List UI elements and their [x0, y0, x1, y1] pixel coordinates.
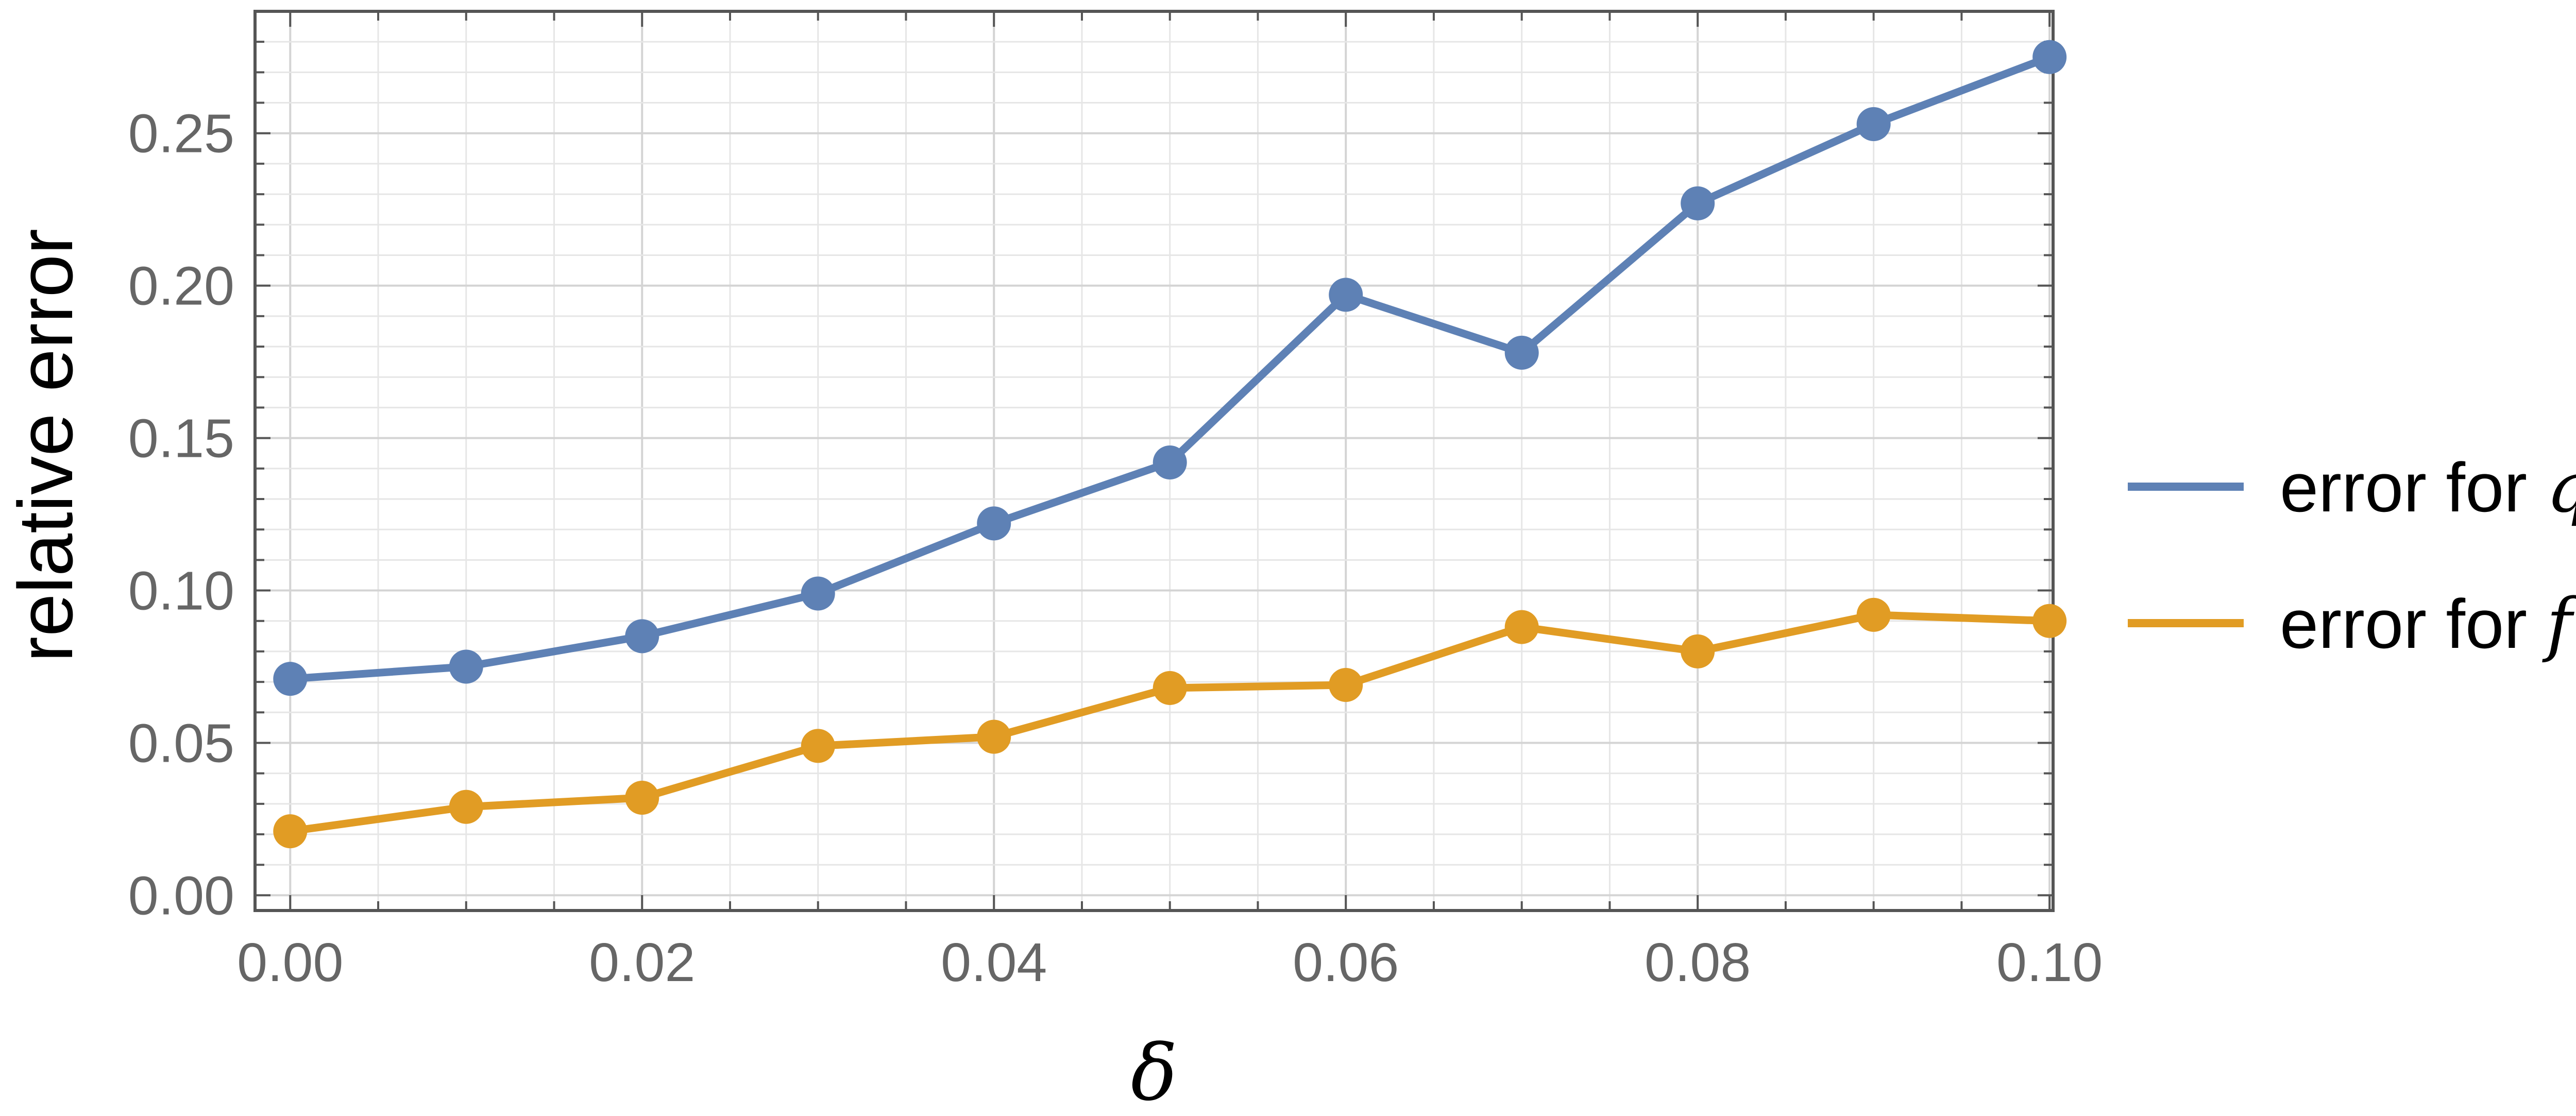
data-point-f	[977, 719, 1011, 754]
y-tick-label: 0.20	[128, 256, 234, 317]
x-tick-label: 0.06	[1293, 932, 1399, 993]
data-point-f	[1681, 634, 1715, 668]
series	[273, 40, 2067, 849]
data-point-q	[1856, 107, 1891, 141]
data-point-q	[1681, 186, 1715, 220]
data-point-f	[1504, 610, 1539, 644]
x-tick-label: 0.08	[1645, 932, 1751, 993]
series-q	[273, 40, 2067, 696]
data-point-f	[625, 781, 659, 815]
grid	[255, 11, 2053, 911]
legend: error for q error for f	[2128, 447, 2576, 664]
data-point-q	[977, 506, 1011, 541]
legend-label-q-symbol: q	[2547, 447, 2576, 528]
legend-label-q: error for q	[2280, 447, 2576, 528]
data-point-q	[449, 649, 483, 684]
y-axis-title: relative error	[2, 229, 89, 662]
data-point-f	[1329, 668, 1363, 702]
data-point-f	[2032, 604, 2067, 638]
x-tick-label: 0.00	[237, 932, 343, 993]
data-point-f	[273, 814, 308, 849]
data-point-f	[1153, 671, 1187, 705]
legend-label-f: error for f	[2280, 583, 2576, 664]
data-point-f	[1856, 597, 1891, 632]
data-point-f	[801, 729, 835, 763]
x-axis-title: δ	[1131, 1028, 1177, 1116]
y-tick-label: 0.25	[128, 104, 234, 164]
legend-item-f: error for f	[2128, 583, 2576, 664]
data-point-q	[1153, 445, 1187, 479]
data-point-q	[1504, 335, 1539, 370]
series-f	[273, 597, 2067, 849]
y-tick-label: 0.00	[128, 865, 234, 926]
y-tick-label: 0.10	[128, 561, 234, 622]
y-tick-label: 0.05	[128, 713, 234, 774]
data-point-q	[273, 662, 308, 696]
legend-label-q-prefix: error for	[2280, 449, 2547, 526]
data-point-q	[801, 576, 835, 611]
y-tick-labels: 0.00 0.05 0.10 0.15 0.20 0.25	[128, 104, 234, 926]
data-point-q	[625, 619, 659, 654]
plot-frame	[253, 10, 2055, 912]
data-point-f	[449, 789, 483, 824]
legend-item-q: error for q	[2128, 447, 2576, 528]
legend-label-f-symbol: f	[2542, 583, 2576, 664]
x-tick-labels: 0.00 0.02 0.04 0.06 0.08 0.10	[237, 932, 2103, 993]
x-tick-label: 0.10	[1996, 932, 2103, 993]
data-point-q	[1329, 278, 1363, 312]
data-point-q	[2032, 40, 2067, 74]
legend-label-f-prefix: error for	[2280, 585, 2547, 663]
x-tick-label: 0.02	[589, 932, 695, 993]
x-tick-label: 0.04	[941, 932, 1047, 993]
y-tick-label: 0.15	[128, 408, 234, 469]
